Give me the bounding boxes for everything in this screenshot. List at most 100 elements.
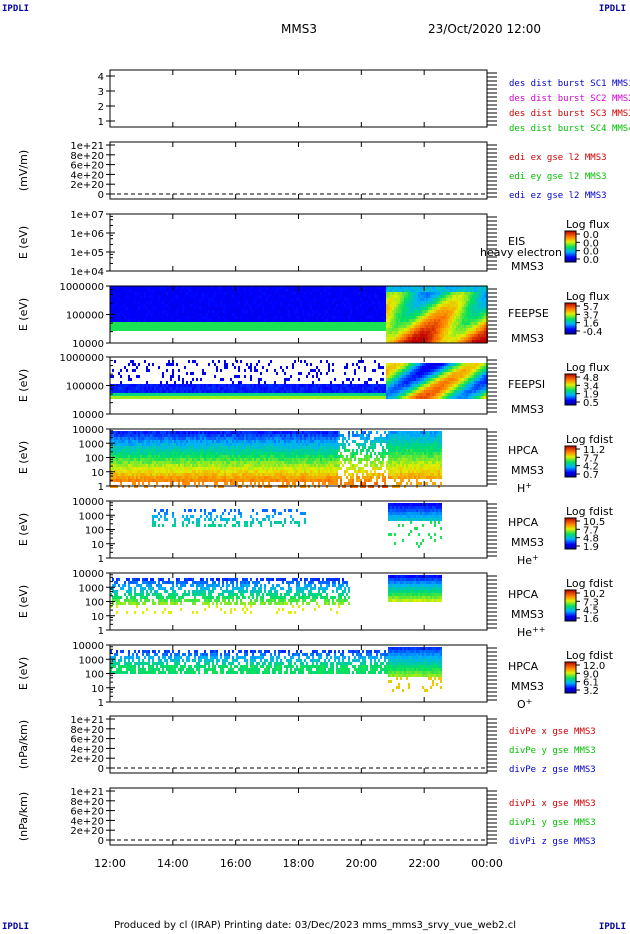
spectrogram-cell — [398, 381, 400, 384]
spectrogram-cell — [284, 286, 286, 289]
spectrogram-cell — [156, 307, 158, 310]
spectrogram-cell — [392, 384, 394, 387]
spectrogram-cell — [434, 307, 436, 310]
spectrogram-cell — [392, 319, 394, 322]
spectrogram-cell — [376, 316, 378, 319]
spectrogram-cell — [318, 319, 320, 322]
spectrogram-cell — [358, 298, 360, 301]
spectrogram-cell — [484, 334, 486, 337]
spectrogram-cell — [362, 292, 364, 295]
spectrogram-cell — [384, 328, 386, 331]
spectrogram-cell — [362, 307, 364, 310]
spectrogram-cell — [456, 301, 458, 304]
spectrogram-cell — [218, 393, 220, 396]
spectrogram-cell — [308, 307, 310, 310]
spectrogram-cell — [118, 384, 120, 387]
spectrogram-cell — [480, 381, 482, 384]
spectrogram-cell — [138, 304, 140, 307]
spectrogram-cell — [204, 372, 206, 375]
spectrogram-cell — [188, 292, 190, 295]
panel-frame — [109, 69, 488, 128]
spectrogram-cell — [434, 325, 436, 328]
spectrogram-cell — [268, 292, 270, 295]
spectrogram-cell — [252, 313, 254, 316]
spectrogram-cell — [362, 360, 364, 363]
spectrogram-cell — [406, 340, 408, 343]
spectrogram-cell — [470, 384, 472, 387]
spectrogram-cell — [310, 328, 312, 331]
spectrogram-cell — [432, 322, 434, 325]
spectrogram-cell — [396, 313, 398, 316]
spectrogram-cell — [470, 378, 472, 381]
spectrogram-cell — [196, 286, 198, 289]
spectrogram-cell — [248, 286, 250, 289]
spectrogram-cell — [444, 387, 446, 390]
spectrogram-cell — [414, 387, 416, 390]
spectrogram-cell — [456, 295, 458, 298]
spectrogram-cell — [414, 322, 416, 325]
spectrogram-cell — [418, 328, 420, 331]
spectrogram-cell — [260, 316, 262, 319]
spectrogram-cell — [216, 286, 218, 289]
spectrogram-cell — [314, 289, 316, 292]
spectrogram-cell — [468, 316, 470, 319]
spectrogram-cell — [110, 301, 112, 304]
spectrogram-cell — [466, 378, 468, 381]
spectrogram-cell — [418, 381, 420, 384]
spectrogram-cell — [282, 369, 284, 372]
spectrogram-cell — [398, 396, 400, 399]
spectrogram-cell — [482, 378, 484, 381]
spectrogram-cell — [416, 316, 418, 319]
spectrogram-cell — [426, 334, 428, 337]
spectrogram-cell — [146, 298, 148, 301]
spectrogram-cell — [358, 292, 360, 295]
spectrogram-cell — [424, 340, 426, 343]
spectrogram-cell — [126, 307, 128, 310]
spectrogram-cell — [386, 286, 388, 289]
spectrogram-cell — [380, 307, 382, 310]
spectrogram-cell — [308, 298, 310, 301]
spectrogram-cell — [120, 470, 122, 473]
spectrogram-cell — [224, 390, 226, 393]
spectrogram-cell — [294, 325, 296, 328]
spectrogram-cell — [452, 334, 454, 337]
spectrogram-cell — [476, 286, 478, 289]
spectrogram-cell — [160, 289, 162, 292]
spectrogram-cell — [184, 298, 186, 301]
spectrogram-cell — [464, 286, 466, 289]
spectrogram-cell — [476, 393, 478, 396]
spectrogram-cell — [184, 292, 186, 295]
spectrogram-cell — [260, 310, 262, 313]
spectrogram-cell — [360, 325, 362, 328]
spectrogram-cell — [356, 390, 358, 393]
spectrogram-cell — [204, 292, 206, 295]
spectrogram-cell — [430, 304, 432, 307]
spectrogram-cell — [148, 363, 150, 366]
panel-right-ticks — [487, 216, 497, 270]
spectrogram-cell — [254, 298, 256, 301]
spectrogram-cell — [206, 319, 208, 322]
spectrogram-cell — [366, 381, 368, 384]
spectrogram-cell — [428, 375, 430, 378]
spectrogram-cell — [190, 316, 192, 319]
spectrogram-cell — [326, 316, 328, 319]
spectrogram-cell — [254, 286, 256, 289]
spectrogram-cell — [440, 289, 442, 292]
spectrogram-cell — [436, 393, 438, 396]
spectrogram-cell — [152, 387, 154, 390]
spectrogram-cell — [190, 384, 192, 387]
spectrogram-cell — [260, 325, 262, 328]
spectrogram-cell — [198, 325, 200, 328]
spectrogram-cell — [206, 298, 208, 301]
spectrogram-cell — [400, 337, 402, 340]
spectrogram-cell — [120, 322, 122, 325]
spectrogram-cell — [122, 431, 124, 434]
spectrogram-cell — [452, 313, 454, 316]
spectrogram-cell — [408, 384, 410, 387]
spectrogram-cell — [220, 378, 222, 381]
spectrogram-cell — [452, 340, 454, 343]
spectrogram-cell — [414, 384, 416, 387]
spectrogram-cell — [482, 304, 484, 307]
spectrogram-cell — [400, 286, 402, 289]
spectrogram-cell — [430, 325, 432, 328]
